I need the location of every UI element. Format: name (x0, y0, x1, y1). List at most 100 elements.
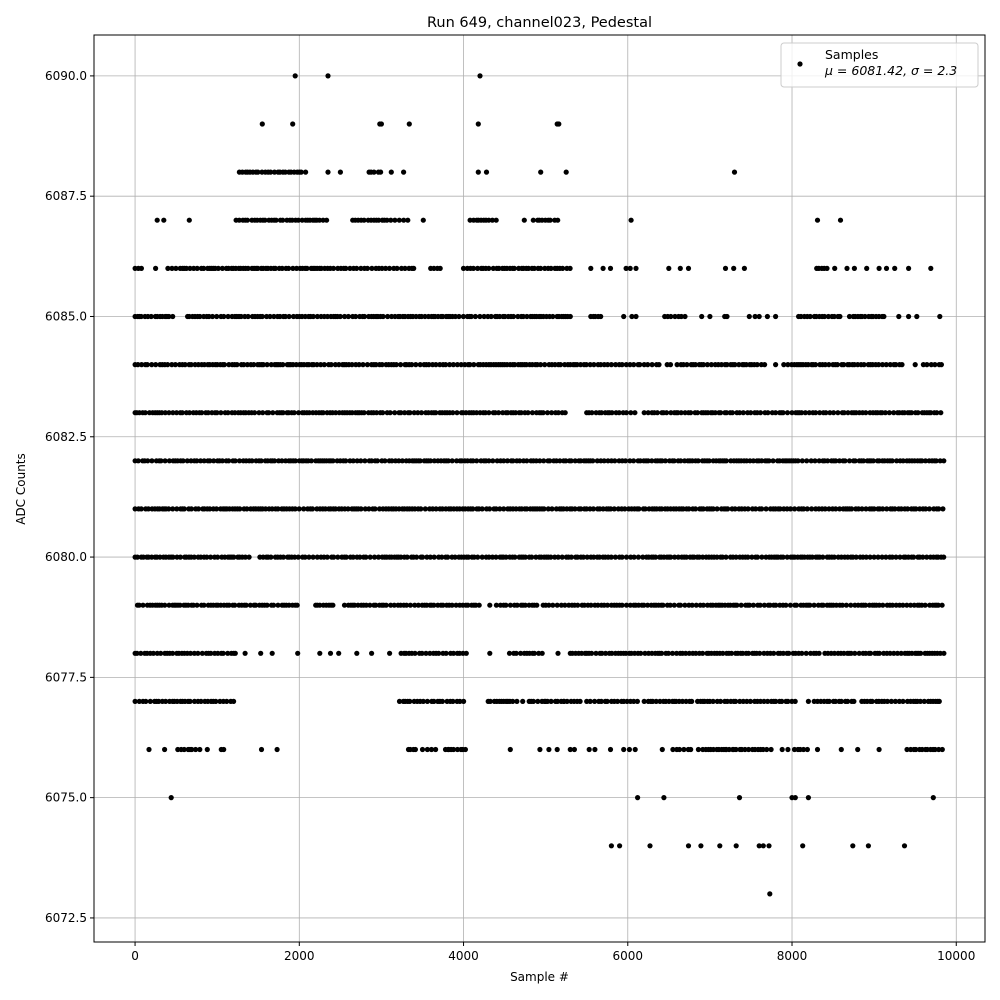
data-point (608, 554, 614, 560)
data-point (720, 650, 726, 656)
data-point (194, 602, 200, 608)
data-point (627, 265, 633, 271)
data-point (539, 650, 545, 656)
data-point (385, 313, 391, 320)
data-point (423, 650, 429, 656)
data-point (136, 698, 142, 705)
data-point (411, 410, 417, 416)
data-point (831, 650, 838, 656)
data-point (807, 602, 813, 608)
data-point (187, 650, 194, 656)
data-point (804, 746, 811, 753)
data-point (747, 698, 754, 705)
data-point (541, 458, 547, 464)
data-point (785, 746, 791, 753)
data-point (629, 313, 635, 320)
data-point (893, 554, 899, 560)
data-point (555, 217, 561, 223)
data-point (220, 650, 226, 656)
data-point (932, 746, 938, 753)
data-point (486, 410, 492, 416)
data-point (143, 698, 149, 705)
data-point (280, 217, 286, 223)
data-point (761, 698, 767, 705)
data-point (891, 410, 897, 416)
data-point (645, 362, 651, 368)
data-point (836, 458, 843, 464)
data-point (607, 746, 614, 753)
data-point (756, 843, 762, 849)
data-point (773, 313, 779, 320)
data-point (204, 746, 210, 753)
data-point (603, 650, 609, 656)
data-point (415, 410, 421, 416)
data-point (789, 410, 795, 416)
data-point (380, 313, 386, 320)
data-point (842, 458, 848, 464)
data-point (578, 506, 584, 512)
data-point (188, 362, 194, 368)
data-point (913, 746, 919, 753)
data-point (503, 554, 509, 560)
data-point (849, 506, 855, 512)
data-point (373, 362, 379, 368)
data-point (398, 410, 404, 416)
data-point (880, 506, 886, 512)
data-point (814, 746, 821, 753)
data-point (764, 313, 771, 320)
data-point (632, 410, 638, 416)
data-point (554, 602, 560, 608)
data-point (766, 843, 772, 849)
data-point (452, 554, 458, 560)
data-point (710, 698, 716, 705)
data-point (424, 746, 430, 753)
data-point (583, 362, 589, 368)
data-point (937, 458, 943, 464)
data-point (831, 313, 837, 320)
data-point (636, 506, 642, 512)
data-point (759, 554, 765, 560)
data-point (328, 362, 334, 368)
data-point (837, 217, 844, 223)
data-point (279, 458, 285, 464)
data-point (226, 602, 232, 608)
data-point (595, 602, 601, 608)
data-point (584, 554, 590, 560)
data-point (174, 506, 180, 512)
data-point (732, 362, 738, 368)
data-point (572, 458, 578, 464)
data-point (941, 650, 947, 656)
data-point (753, 506, 759, 512)
data-point (787, 602, 794, 608)
data-point (710, 506, 716, 512)
data-point (891, 650, 897, 656)
data-point (260, 362, 266, 368)
data-point (318, 362, 324, 368)
data-point (883, 554, 889, 560)
data-point (518, 650, 524, 656)
data-point (671, 458, 677, 464)
data-point (745, 650, 752, 656)
data-point (678, 313, 684, 320)
data-point (296, 410, 302, 416)
data-point (474, 458, 480, 464)
data-point (207, 506, 213, 512)
data-point (670, 746, 676, 753)
data-point (762, 362, 768, 368)
data-point (793, 602, 800, 608)
data-point (628, 410, 634, 416)
data-point (172, 362, 178, 368)
data-point (136, 602, 142, 608)
data-point (420, 217, 426, 223)
data-point (863, 506, 869, 512)
data-point (682, 313, 688, 320)
data-point (607, 265, 614, 271)
data-point (831, 410, 837, 416)
data-point (275, 602, 281, 608)
data-point (308, 458, 314, 464)
data-point (554, 746, 560, 753)
data-point (612, 458, 618, 464)
data-point (166, 313, 172, 320)
data-point (848, 650, 854, 656)
data-point (354, 265, 360, 271)
